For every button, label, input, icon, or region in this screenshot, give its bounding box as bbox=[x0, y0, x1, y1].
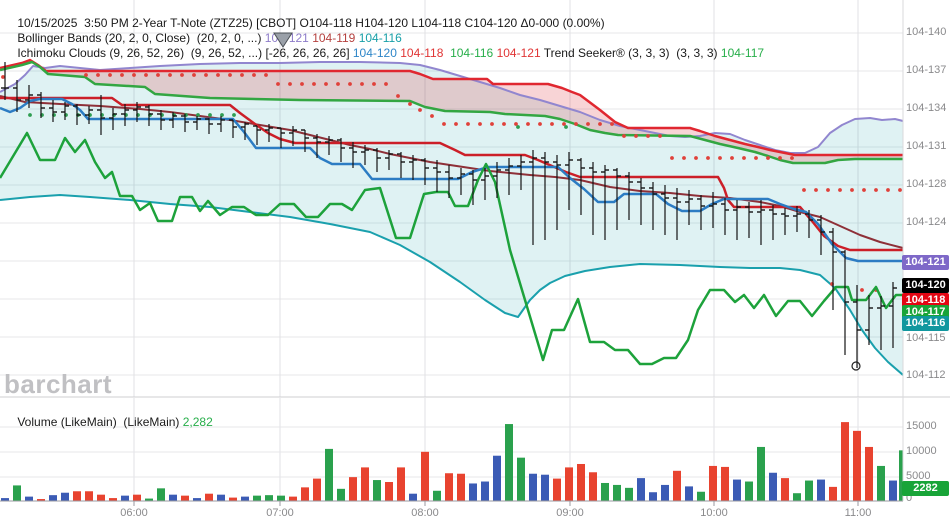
ichimoku-value-4: 104-121 bbox=[496, 46, 541, 60]
volume-axis-label: 0 bbox=[906, 492, 913, 504]
bollinger-label: Bollinger Bands (20, 2, 0, Close) (20, 2… bbox=[17, 31, 265, 45]
time-axis-label: 09:00 bbox=[556, 507, 584, 519]
ichimoku-value-2: 104-118 bbox=[400, 46, 444, 60]
volume-axis-label: 10000 bbox=[906, 445, 937, 457]
time-axis-label: 07:00 bbox=[266, 507, 294, 519]
volume-badge: 2282 bbox=[902, 481, 949, 496]
volume-legend[interactable]: Volume (LikeMain) (LikeMain) 2,282 bbox=[4, 401, 213, 443]
price-axis-label: 104-131 bbox=[906, 140, 947, 152]
bollinger-lower-value: 104-116 bbox=[358, 31, 402, 45]
barchart-watermark: barchart bbox=[4, 369, 113, 399]
price-axis-label: 104-124 bbox=[906, 216, 947, 228]
price-axis-label: 104-137 bbox=[906, 64, 947, 76]
trend-seeker-label: Trend Seeker® (3, 3, 3) (3, 3, 3) bbox=[540, 46, 721, 60]
price-axis-label: 104-140 bbox=[906, 26, 947, 38]
time-axis-label: 10:00 bbox=[700, 507, 728, 519]
volume-label: Volume (LikeMain) (LikeMain) bbox=[17, 415, 183, 429]
ichimoku-legend[interactable]: Ichimoku Clouds (9, 26, 52, 26) (9, 26, … bbox=[4, 31, 764, 76]
ichimoku-value-1: 104-120 bbox=[352, 46, 397, 60]
price-badge: 104-118 bbox=[902, 293, 949, 308]
price-badge: 104-120 bbox=[902, 278, 949, 293]
volume-axis-label: 15000 bbox=[906, 420, 937, 432]
ichimoku-value-3: 104-116 bbox=[450, 46, 494, 60]
volume-value: 2,282 bbox=[182, 415, 213, 429]
bollinger-middle-value: 104-119 bbox=[312, 31, 356, 45]
price-badge: 104-121 bbox=[902, 255, 949, 270]
price-axis-label: 104-115 bbox=[906, 332, 946, 344]
symbol-quote-line: 10/15/2025 3:50 PM 2-Year T-Note (ZTZ25)… bbox=[4, 1, 605, 46]
price-axis-label: 104-112 bbox=[906, 369, 946, 381]
trend-seeker-value: 104-117 bbox=[720, 46, 765, 60]
quote-text: 10/15/2025 3:50 PM 2-Year T-Note (ZTZ25)… bbox=[17, 16, 605, 30]
volume-axis-label: 5000 bbox=[906, 470, 931, 482]
price-axis-label: 104-128 bbox=[906, 178, 947, 190]
sell-signal-arrow-icon bbox=[273, 32, 293, 48]
time-axis-label: 08:00 bbox=[411, 507, 439, 519]
price-axis-label: 104-134 bbox=[906, 102, 947, 114]
ichimoku-label: Ichimoku Clouds (9, 26, 52, 26) (9, 26, … bbox=[17, 46, 353, 60]
time-axis-label: 06:00 bbox=[120, 507, 148, 519]
price-badge: 104-116 bbox=[902, 316, 949, 331]
time-axis-label: 11:00 bbox=[844, 507, 872, 519]
